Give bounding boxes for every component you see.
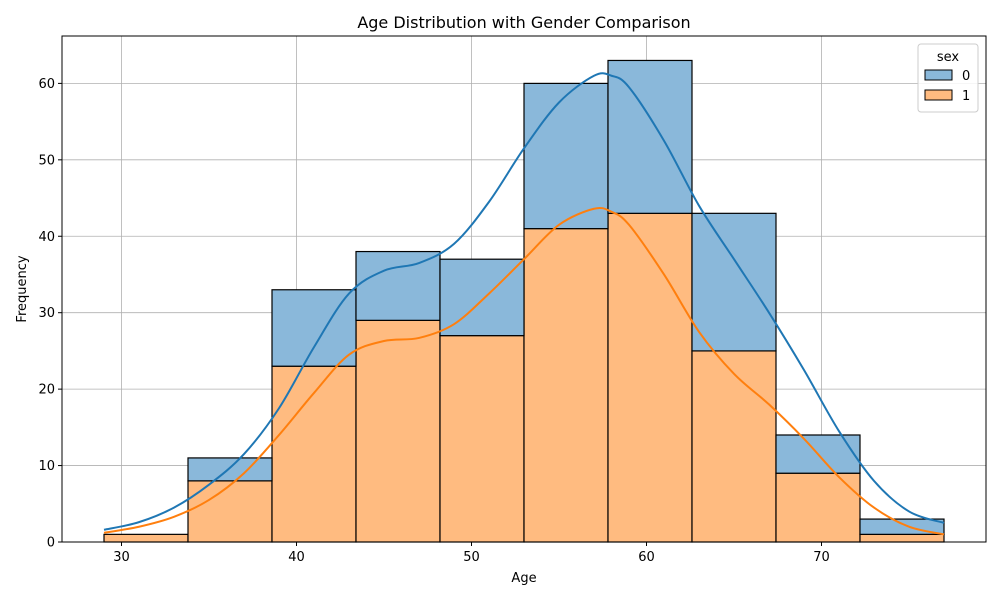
y-tick-label: 60 — [38, 77, 55, 92]
legend-swatch-1 — [924, 89, 953, 101]
legend-label-1: 1 — [962, 89, 970, 104]
bar-sex-1-bin-0 — [103, 533, 189, 543]
legend-title: sex — [937, 50, 960, 65]
x-axis-ticks: 30 40 50 60 70 — [113, 542, 830, 565]
histogram-bars — [103, 59, 945, 543]
y-tick-label: 20 — [38, 383, 55, 398]
bar-sex-1-bin-9 — [859, 533, 945, 543]
bar-sex-1-bin-4 — [439, 335, 525, 543]
y-tick-label: 0 — [47, 536, 55, 551]
bar-sex-0-bin-5 — [523, 82, 609, 230]
y-axis-ticks: 0 10 20 30 40 50 60 — [38, 77, 62, 551]
y-tick-label: 10 — [38, 459, 55, 474]
bar-sex-1-bin-6 — [607, 212, 693, 543]
x-tick-label: 40 — [288, 550, 305, 565]
bar-sex-0-bin-6 — [607, 59, 693, 214]
kde-curve-sex-1 — [103, 206, 945, 536]
x-tick-label: 60 — [638, 550, 655, 565]
kde-curve-sex-0 — [103, 72, 945, 531]
x-tick-label: 50 — [463, 550, 480, 565]
y-tick-label: 50 — [38, 153, 55, 168]
bar-sex-0-bin-1 — [187, 457, 273, 482]
bar-sex-1-bin-7 — [691, 350, 777, 543]
legend-swatch-0 — [924, 69, 953, 81]
y-tick-label: 40 — [38, 230, 55, 245]
y-tick-label: 30 — [38, 306, 55, 321]
x-axis-label: Age — [511, 571, 536, 586]
legend-label-0: 0 — [962, 69, 970, 84]
legend: sex 0 1 — [917, 43, 979, 113]
x-tick-label: 30 — [113, 550, 130, 565]
y-axis-label: Frequency — [15, 255, 30, 322]
x-tick-label: 70 — [813, 550, 830, 565]
kde-curves — [103, 72, 945, 536]
chart-title: Age Distribution with Gender Comparison — [357, 13, 690, 32]
bar-sex-1-bin-8 — [775, 472, 861, 543]
plot-frame — [61, 35, 987, 543]
bar-sex-0-bin-7 — [691, 212, 777, 352]
bar-sex-0-bin-3 — [355, 250, 441, 321]
bar-sex-1-bin-5 — [523, 228, 609, 543]
bar-sex-1-bin-3 — [355, 319, 441, 543]
